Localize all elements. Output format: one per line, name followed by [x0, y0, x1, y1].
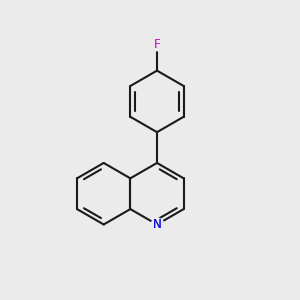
Text: N: N: [153, 218, 161, 231]
Text: F: F: [154, 38, 160, 51]
Text: F: F: [154, 38, 160, 51]
Text: N: N: [153, 218, 161, 231]
